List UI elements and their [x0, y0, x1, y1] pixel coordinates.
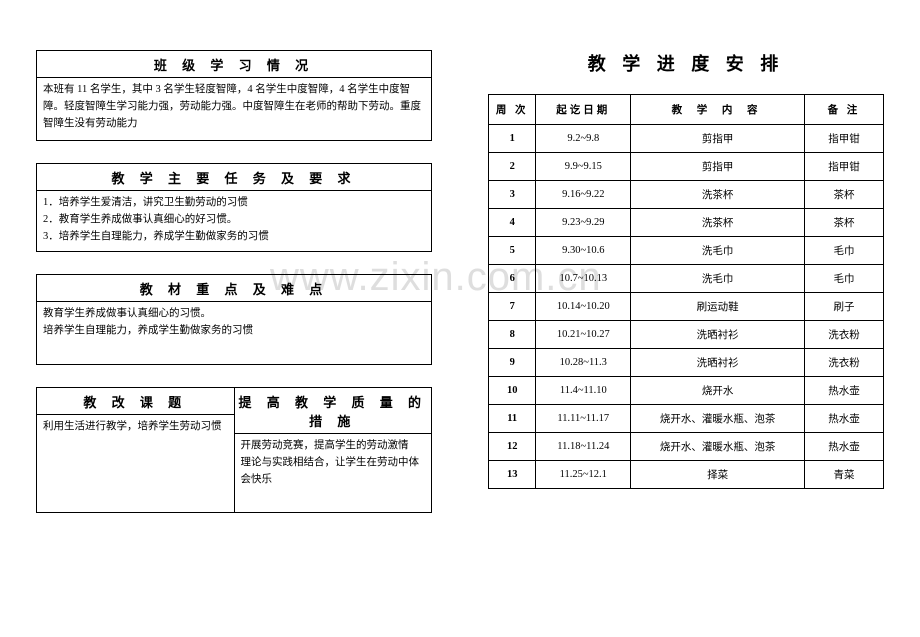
col-reform: 教 改 课 题 利用生活进行教学，培养学生劳动习惯	[37, 388, 235, 512]
th-content: 教 学 内 容	[631, 95, 805, 125]
table-row: 1311.25~12.1择菜青菜	[489, 461, 884, 489]
task-line: 3．培养学生自理能力，养成学生勤做家务的习惯	[43, 229, 425, 246]
reform-title: 教 改 课 题	[37, 388, 234, 415]
cell-content: 洗毛巾	[631, 265, 805, 293]
task-line: 2．教育学生养成做事认真细心的好习惯。	[43, 212, 425, 229]
cell-note: 热水壶	[804, 377, 883, 405]
measure-line: 理论与实践相结合，让学生在劳动中体会快乐	[241, 455, 426, 489]
cell-content: 择菜	[631, 461, 805, 489]
cell-content: 洗晒衬衫	[631, 321, 805, 349]
cell-content: 洗茶杯	[631, 181, 805, 209]
cell-note: 洗衣粉	[804, 349, 883, 377]
cell-week: 13	[489, 461, 536, 489]
table-row: 39.16~9.22洗茶杯茶杯	[489, 181, 884, 209]
table-row: 59.30~10.6洗毛巾毛巾	[489, 237, 884, 265]
cell-content: 洗晒衬衫	[631, 349, 805, 377]
cell-content: 刷运动鞋	[631, 293, 805, 321]
cell-date: 9.30~10.6	[536, 237, 631, 265]
schedule-tbody: 19.2~9.8剪指甲指甲钳29.9~9.15剪指甲指甲钳39.16~9.22洗…	[489, 125, 884, 489]
cell-content: 剪指甲	[631, 153, 805, 181]
cell-note: 指甲钳	[804, 153, 883, 181]
section-task-title: 教 学 主 要 任 务 及 要 求	[37, 164, 431, 191]
cell-content: 烧开水	[631, 377, 805, 405]
cell-date: 9.9~9.15	[536, 153, 631, 181]
cell-week: 7	[489, 293, 536, 321]
th-date: 起讫日期	[536, 95, 631, 125]
cell-content: 洗茶杯	[631, 209, 805, 237]
table-row: 49.23~9.29洗茶杯茶杯	[489, 209, 884, 237]
key-line: 培养学生自理能力，养成学生勤做家务的习惯	[43, 323, 425, 340]
table-row: 1211.18~11.24烧开水、灌暖水瓶、泡茶热水壶	[489, 433, 884, 461]
cell-note: 茶杯	[804, 181, 883, 209]
section-class-body: 本班有 11 名学生，其中 3 名学生轻度智障，4 名学生中度智障，4 名学生中…	[37, 78, 431, 140]
cell-content: 烧开水、灌暖水瓶、泡茶	[631, 405, 805, 433]
section-key-title: 教 材 重 点 及 难 点	[37, 275, 431, 302]
cell-note: 热水壶	[804, 405, 883, 433]
measure-body: 开展劳动竞赛，提高学生的劳动激情 理论与实践相结合，让学生在劳动中体会快乐	[235, 434, 432, 512]
cell-date: 9.23~9.29	[536, 209, 631, 237]
cell-note: 毛巾	[804, 265, 883, 293]
measure-title: 提 高 教 学 质 量 的 措 施	[235, 388, 432, 434]
cell-note: 茶杯	[804, 209, 883, 237]
cell-date: 10.7~10.13	[536, 265, 631, 293]
table-row: 1011.4~11.10烧开水热水壶	[489, 377, 884, 405]
cell-week: 9	[489, 349, 536, 377]
col-measure: 提 高 教 学 质 量 的 措 施 开展劳动竞赛，提高学生的劳动激情 理论与实践…	[235, 388, 432, 512]
cell-date: 9.2~9.8	[536, 125, 631, 153]
schedule-table: 周 次 起讫日期 教 学 内 容 备 注 19.2~9.8剪指甲指甲钳29.9~…	[488, 94, 884, 489]
section-key-body: 教育学生养成做事认真细心的习惯。 培养学生自理能力，养成学生勤做家务的习惯	[37, 302, 431, 364]
right-page: 教 学 进 度 安 排 周 次 起讫日期 教 学 内 容 备 注 19.2~9.…	[460, 0, 920, 637]
cell-date: 11.18~11.24	[536, 433, 631, 461]
cell-note: 青菜	[804, 461, 883, 489]
section-class-title: 班 级 学 习 情 况	[37, 51, 431, 78]
cell-week: 12	[489, 433, 536, 461]
table-header-row: 周 次 起讫日期 教 学 内 容 备 注	[489, 95, 884, 125]
section-task: 教 学 主 要 任 务 及 要 求 1．培养学生爱清洁，讲究卫生勤劳动的习惯 2…	[36, 163, 432, 252]
reform-body: 利用生活进行教学，培养学生劳动习惯	[37, 415, 234, 493]
cell-week: 4	[489, 209, 536, 237]
section-two-col: 教 改 课 题 利用生活进行教学，培养学生劳动习惯 提 高 教 学 质 量 的 …	[36, 387, 432, 513]
cell-date: 11.4~11.10	[536, 377, 631, 405]
cell-week: 1	[489, 125, 536, 153]
table-row: 19.2~9.8剪指甲指甲钳	[489, 125, 884, 153]
cell-week: 2	[489, 153, 536, 181]
cell-date: 10.28~11.3	[536, 349, 631, 377]
th-week: 周 次	[489, 95, 536, 125]
cell-content: 烧开水、灌暖水瓶、泡茶	[631, 433, 805, 461]
cell-note: 热水壶	[804, 433, 883, 461]
table-row: 810.21~10.27洗晒衬衫洗衣粉	[489, 321, 884, 349]
cell-week: 10	[489, 377, 536, 405]
cell-note: 洗衣粉	[804, 321, 883, 349]
cell-date: 11.11~11.17	[536, 405, 631, 433]
cell-date: 10.14~10.20	[536, 293, 631, 321]
section-key: 教 材 重 点 及 难 点 教育学生养成做事认真细心的习惯。 培养学生自理能力，…	[36, 274, 432, 365]
cell-note: 指甲钳	[804, 125, 883, 153]
cell-date: 10.21~10.27	[536, 321, 631, 349]
section-class: 班 级 学 习 情 况 本班有 11 名学生，其中 3 名学生轻度智障，4 名学…	[36, 50, 432, 141]
table-row: 610.7~10.13洗毛巾毛巾	[489, 265, 884, 293]
cell-week: 5	[489, 237, 536, 265]
cell-note: 刷子	[804, 293, 883, 321]
measure-line: 开展劳动竞赛，提高学生的劳动激情	[241, 438, 426, 455]
table-row: 710.14~10.20刷运动鞋刷子	[489, 293, 884, 321]
table-row: 29.9~9.15剪指甲指甲钳	[489, 153, 884, 181]
right-title: 教 学 进 度 安 排	[488, 50, 884, 76]
table-row: 1111.11~11.17烧开水、灌暖水瓶、泡茶热水壶	[489, 405, 884, 433]
cell-content: 剪指甲	[631, 125, 805, 153]
table-row: 910.28~11.3洗晒衬衫洗衣粉	[489, 349, 884, 377]
th-note: 备 注	[804, 95, 883, 125]
cell-date: 9.16~9.22	[536, 181, 631, 209]
cell-week: 8	[489, 321, 536, 349]
cell-date: 11.25~12.1	[536, 461, 631, 489]
cell-week: 6	[489, 265, 536, 293]
key-line: 教育学生养成做事认真细心的习惯。	[43, 306, 425, 323]
task-line: 1．培养学生爱清洁，讲究卫生勤劳动的习惯	[43, 195, 425, 212]
section-task-body: 1．培养学生爱清洁，讲究卫生勤劳动的习惯 2．教育学生养成做事认真细心的好习惯。…	[37, 191, 431, 251]
cell-week: 11	[489, 405, 536, 433]
cell-week: 3	[489, 181, 536, 209]
cell-note: 毛巾	[804, 237, 883, 265]
cell-content: 洗毛巾	[631, 237, 805, 265]
left-page: 班 级 学 习 情 况 本班有 11 名学生，其中 3 名学生轻度智障，4 名学…	[0, 0, 460, 637]
